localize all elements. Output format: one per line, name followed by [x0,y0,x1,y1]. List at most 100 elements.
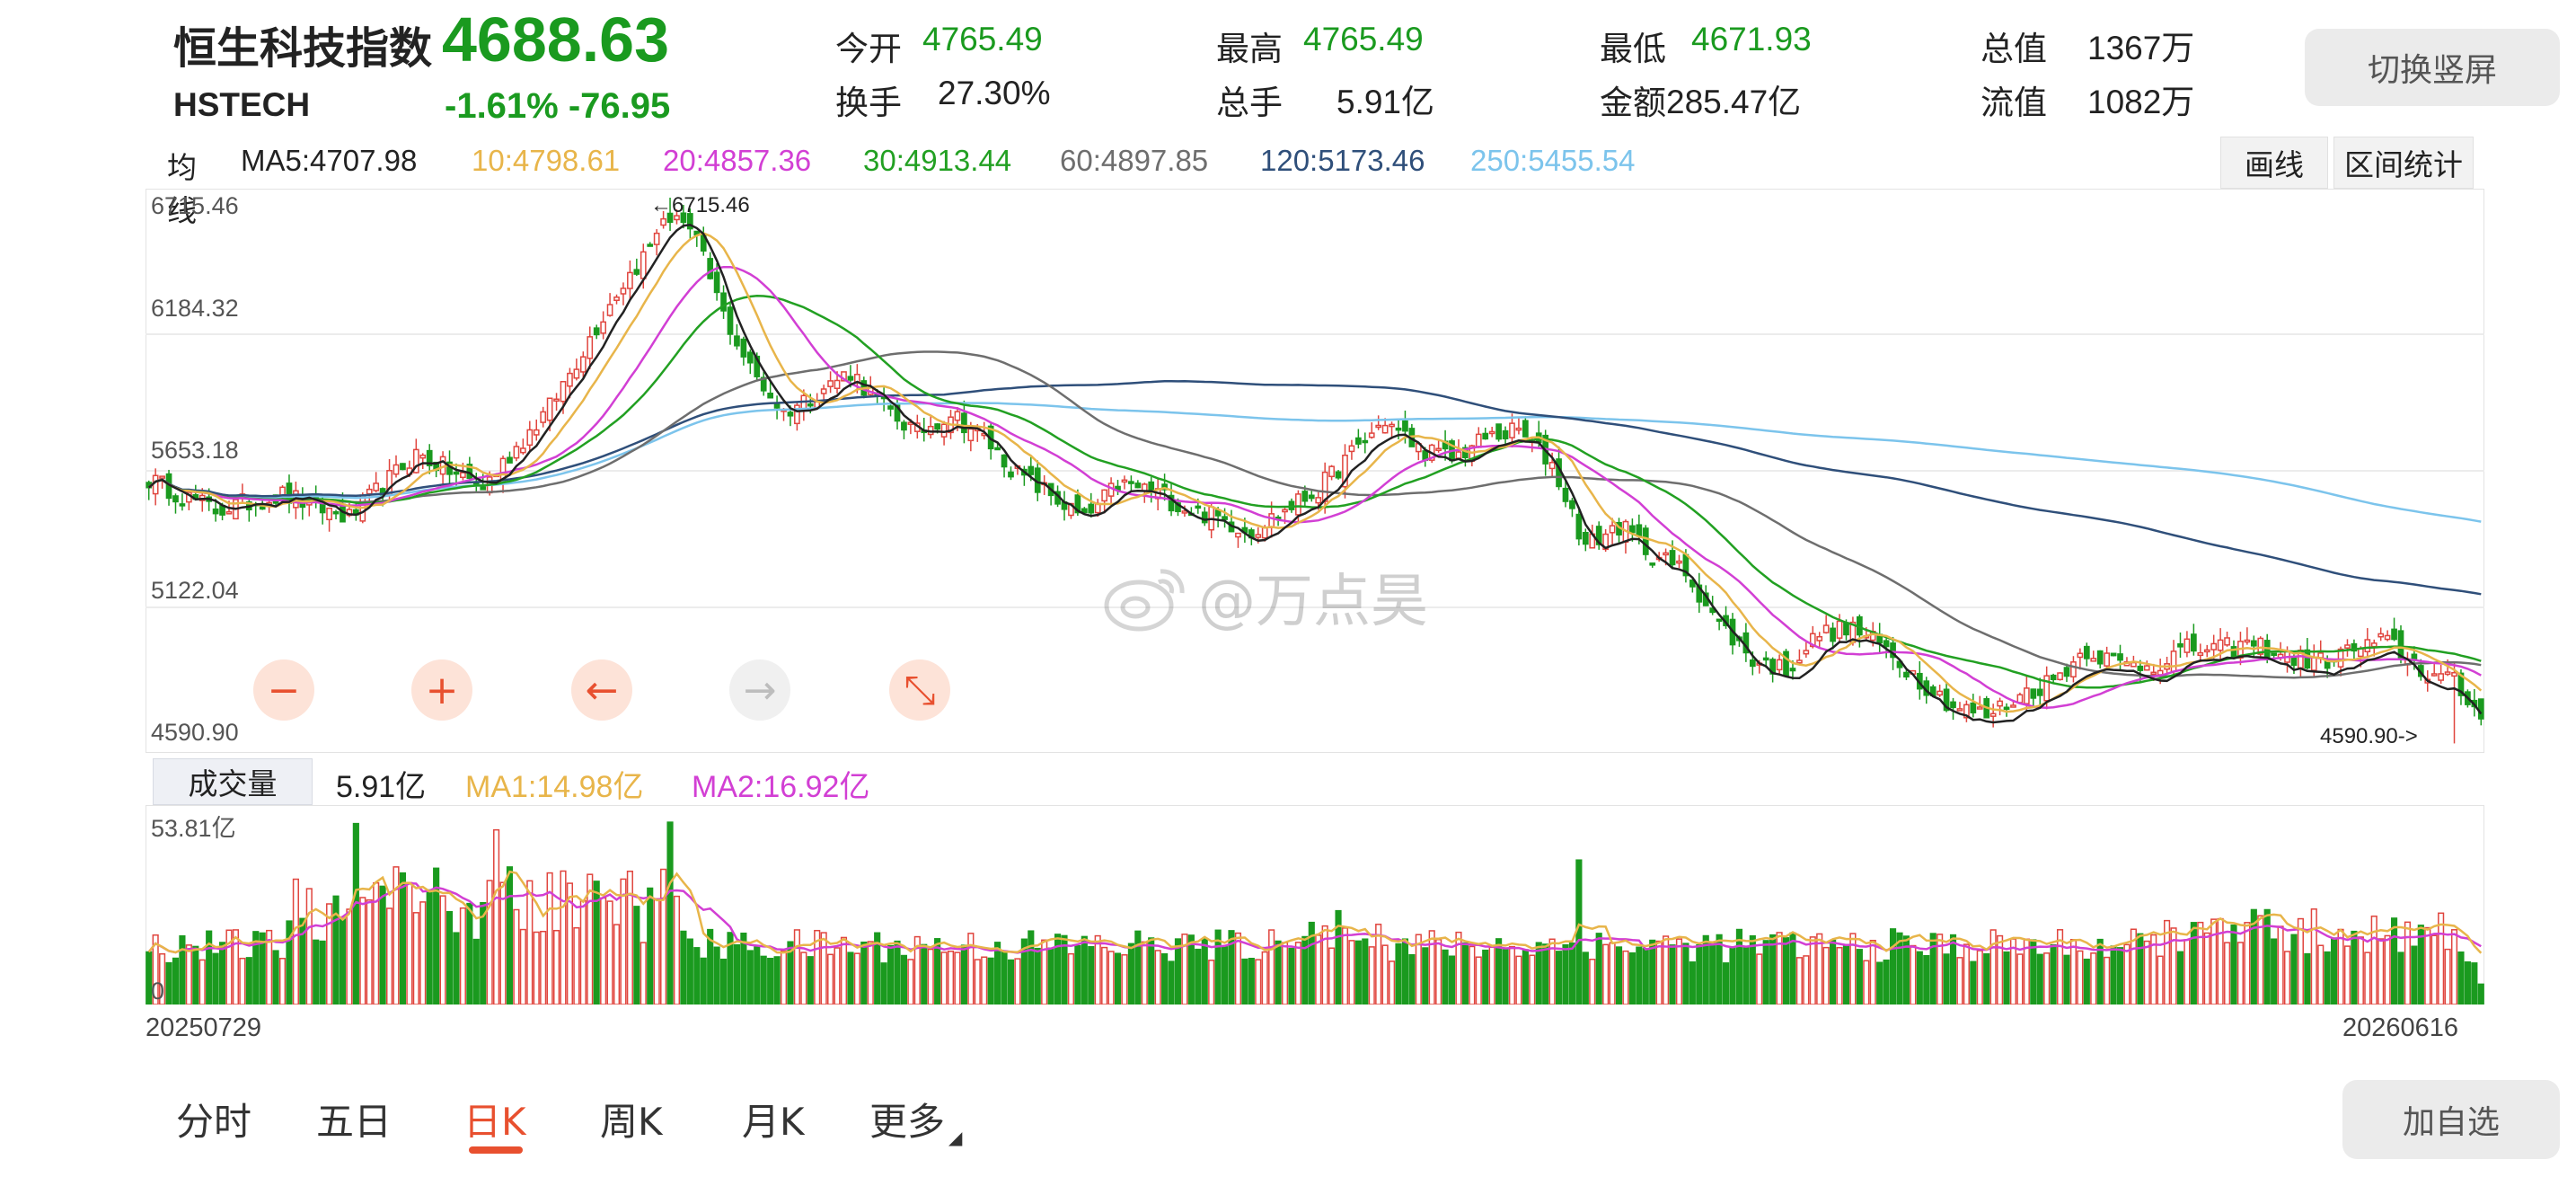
volume-bar-up [366,898,373,1005]
candle-down [1696,584,1703,603]
reset-zoom-button[interactable]: ⤡ [889,659,950,721]
volume-bar-up [2404,921,2412,1005]
volume-bar-down [847,951,854,1005]
candle-up [1956,708,1963,712]
switch-portrait-button[interactable]: 切换竖屏 [2305,29,2560,106]
candle-up [573,368,580,379]
add-to-watchlist-button[interactable]: 加自选 [2342,1080,2560,1159]
volume-bar-down [1054,934,1062,1005]
candle-down [901,421,907,431]
volume-bar-up [1508,945,1516,1005]
zoom-out-button[interactable]: − [253,659,314,721]
candle-up [1342,454,1348,488]
volume-bar-down [179,934,186,1005]
volume-bar-up [620,878,627,1005]
volume-bar-up [1529,954,1536,1005]
candle-up [613,296,620,301]
candle-down [1669,550,1676,566]
candle-up [2016,694,2024,704]
candle-up [2024,687,2030,704]
volume-bar-up [1475,956,1482,1005]
volume-bar-down [1876,961,1883,1005]
stat-amount-label: 金额 [1600,84,1666,122]
candle-up [393,464,400,475]
price-chart[interactable] [146,189,2484,753]
volume-bar-down [1562,943,1569,1005]
volume-bar-up [947,951,955,1005]
candle-up [2057,672,2063,681]
interval-stats-button[interactable]: 区间统计 [2333,137,2474,189]
volume-bar-up [613,924,621,1005]
zoom-in-button[interactable]: + [411,659,472,721]
volume-bar-down [1983,952,1990,1005]
volume-bar-down [760,955,767,1005]
candle-up [967,428,975,442]
volume-bar-up [2378,938,2385,1005]
volume-bar-down [1789,932,1796,1005]
volume-ma1-line [147,870,2483,954]
volume-bar-up [1428,930,1435,1005]
tab-weekly-k[interactable]: 周K [600,1100,663,1144]
candle-up [1776,659,1783,671]
candle-up [540,411,547,423]
volume-bar-down [466,902,473,1005]
volume-bar-down [1649,939,1656,1005]
tab-daily-k[interactable]: 日K [463,1100,526,1144]
volume-bar-down [1842,943,1850,1005]
stat-total-value-label: 总值 [1981,30,2047,68]
candle-down [2250,640,2257,647]
volume-bar-up [1388,960,1396,1005]
volume-chart-frame[interactable] [146,805,2484,1005]
volume-bar-up [419,901,427,1005]
candle-down [754,355,761,377]
price-axis-label: 4590.90 [151,719,239,746]
volume-bar-down [894,940,901,1005]
tab-monthly-k[interactable]: 月K [742,1100,805,1144]
volume-bar-down [1114,952,1122,1005]
tab-intraday[interactable]: 分时 [176,1100,252,1144]
volume-bar-down [2471,962,2478,1005]
candle-down [1689,580,1696,588]
volume-bar-up [579,899,587,1005]
volume-bar-down [352,822,359,1005]
volume-bar-up [393,866,400,1005]
tab-five-day[interactable]: 五日 [316,1100,393,1144]
volume-chart[interactable] [146,805,2484,1005]
draw-line-button[interactable]: 画线 [2220,137,2328,189]
candle-down [713,271,720,294]
candle-up [1989,712,1997,717]
volume-bar-down [647,887,654,1005]
volume-bar-up [513,908,520,1005]
tab-more[interactable]: 更多 ◢ [869,1092,962,1148]
volume-bar-up [1094,934,1101,1005]
candle-down [2391,628,2397,641]
price-axis-label: 5653.18 [151,437,239,464]
candle-up [2090,658,2097,662]
candle-up [513,446,520,459]
volume-bar-up [1181,934,1188,1005]
volume-tab-button[interactable]: 成交量 [153,758,313,805]
volume-bar-up [239,957,246,1005]
candle-down [1355,437,1362,445]
candle-up [606,304,613,316]
stat-turnover-label: 换手 [835,84,902,122]
scroll-right-button[interactable]: → [729,659,790,721]
volume-bar-up [1803,955,1810,1005]
volume-bar-up [305,888,313,1005]
volume-bar-down [2477,983,2484,1005]
candle-down [2271,652,2277,657]
candle-up [2384,634,2391,641]
candle-up [2150,671,2157,676]
candle-up [1235,532,1241,538]
volume-bar-down [379,885,386,1005]
volume-bar-up [606,900,613,1005]
scroll-left-button[interactable]: ← [571,659,632,721]
candle-up [1141,483,1148,491]
candle-down [666,212,674,224]
candle-up [567,372,573,387]
price-axis-label: 5122.04 [151,577,239,604]
volume-bar-down [286,920,293,1005]
volume-bar-up [2444,948,2451,1005]
candle-down [1762,657,1769,661]
candle-down [807,403,814,407]
